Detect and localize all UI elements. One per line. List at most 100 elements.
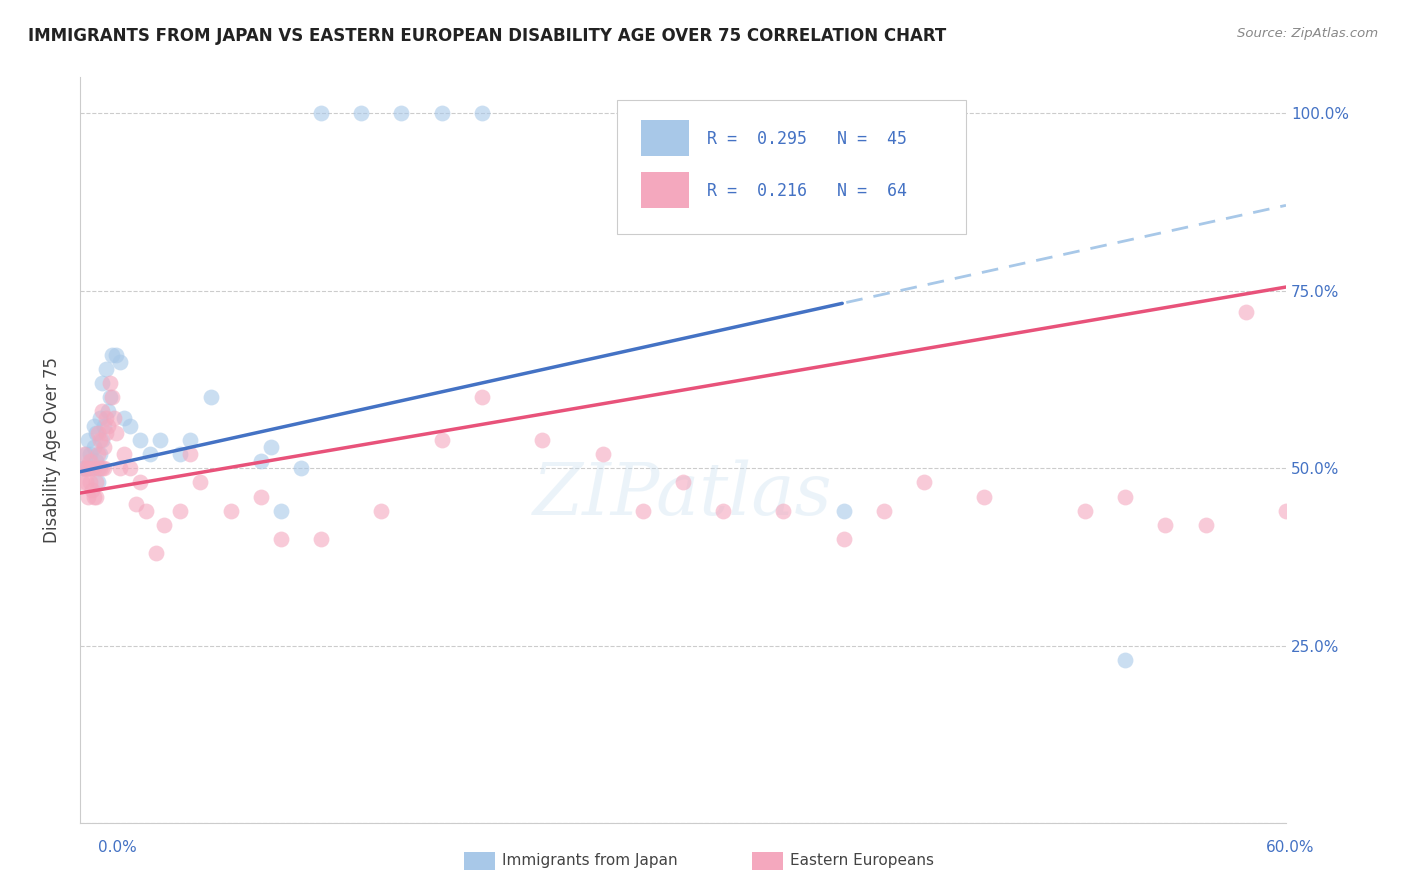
Text: 60.0%: 60.0% (1267, 840, 1315, 855)
Point (73, 447, 96, 461)
Point (73, 461, 96, 475)
Point (77, 461, 100, 475)
Point (70, 461, 93, 475)
Point (873, 504, 896, 518)
Point (94, 411, 117, 425)
Point (219, 504, 242, 518)
Point (912, 475, 935, 490)
Point (120, 461, 142, 475)
Point (249, 454, 271, 468)
Point (112, 447, 135, 461)
Point (101, 390, 124, 404)
Point (249, 490, 271, 504)
Point (430, 106, 453, 120)
Point (77, 433, 100, 447)
Text: 0.0%: 0.0% (98, 840, 138, 855)
FancyBboxPatch shape (641, 120, 689, 156)
Point (672, 475, 695, 490)
Point (89, 433, 111, 447)
Point (80, 461, 103, 475)
Point (139, 447, 162, 461)
Point (84, 454, 107, 468)
Point (105, 425, 128, 440)
Point (83, 440, 105, 454)
Point (135, 504, 157, 518)
Text: IMMIGRANTS FROM JAPAN VS EASTERN EUROPEAN DISABILITY AGE OVER 75 CORRELATION CHA: IMMIGRANTS FROM JAPAN VS EASTERN EUROPEA… (28, 27, 946, 45)
Point (93, 440, 115, 454)
Text: Source: ZipAtlas.com: Source: ZipAtlas.com (1237, 27, 1378, 40)
Point (105, 347, 128, 361)
Point (370, 504, 392, 518)
Point (631, 504, 654, 518)
Text: Eastern Europeans: Eastern Europeans (790, 854, 934, 868)
Point (83, 490, 105, 504)
Point (120, 418, 142, 433)
Y-axis label: Disability Age Over 75: Disability Age Over 75 (44, 358, 60, 543)
Point (98, 390, 121, 404)
Point (77, 461, 100, 475)
Point (471, 390, 494, 404)
Point (270, 533, 292, 547)
Point (89, 447, 111, 461)
Point (70, 475, 93, 490)
Point (430, 433, 453, 447)
Point (1275, 504, 1298, 518)
Point (87, 425, 110, 440)
Point (129, 475, 152, 490)
Point (89, 411, 111, 425)
Point (1194, 518, 1216, 533)
Point (179, 447, 201, 461)
Text: Immigrants from Japan: Immigrants from Japan (502, 854, 678, 868)
Point (75, 461, 97, 475)
Point (101, 347, 124, 361)
Point (772, 504, 794, 518)
Point (80, 483, 103, 497)
Point (260, 440, 283, 454)
Text: R =  0.216   N =  64: R = 0.216 N = 64 (707, 182, 907, 200)
Point (169, 447, 191, 461)
Point (84, 425, 107, 440)
Point (1154, 518, 1177, 533)
Point (87, 475, 110, 490)
Point (79, 454, 101, 468)
Point (1114, 653, 1136, 667)
Point (531, 433, 554, 447)
Point (832, 533, 855, 547)
Point (190, 475, 212, 490)
Point (84, 490, 107, 504)
Point (200, 390, 222, 404)
Point (169, 504, 191, 518)
Point (153, 518, 176, 533)
Point (91, 404, 114, 418)
Point (75, 461, 97, 475)
Point (73, 461, 96, 475)
Point (112, 411, 135, 425)
Point (79, 461, 101, 475)
Point (309, 533, 332, 547)
Point (75, 475, 97, 490)
Point (179, 433, 201, 447)
Point (94, 425, 117, 440)
Point (103, 411, 125, 425)
Point (973, 490, 995, 504)
Point (91, 461, 114, 475)
FancyBboxPatch shape (617, 100, 966, 234)
Point (108, 354, 131, 368)
Point (87, 461, 110, 475)
Point (75, 447, 97, 461)
Point (83, 418, 105, 433)
Point (87, 447, 110, 461)
Point (129, 433, 152, 447)
Point (97, 418, 120, 433)
Point (80, 461, 103, 475)
Point (89, 461, 111, 475)
Point (1234, 305, 1257, 319)
Point (77, 490, 100, 504)
Point (94, 361, 117, 376)
Point (108, 461, 131, 475)
Point (79, 475, 101, 490)
Point (125, 497, 148, 511)
Point (350, 106, 373, 120)
Text: R =  0.295   N =  45: R = 0.295 N = 45 (707, 129, 907, 147)
Point (1074, 504, 1097, 518)
